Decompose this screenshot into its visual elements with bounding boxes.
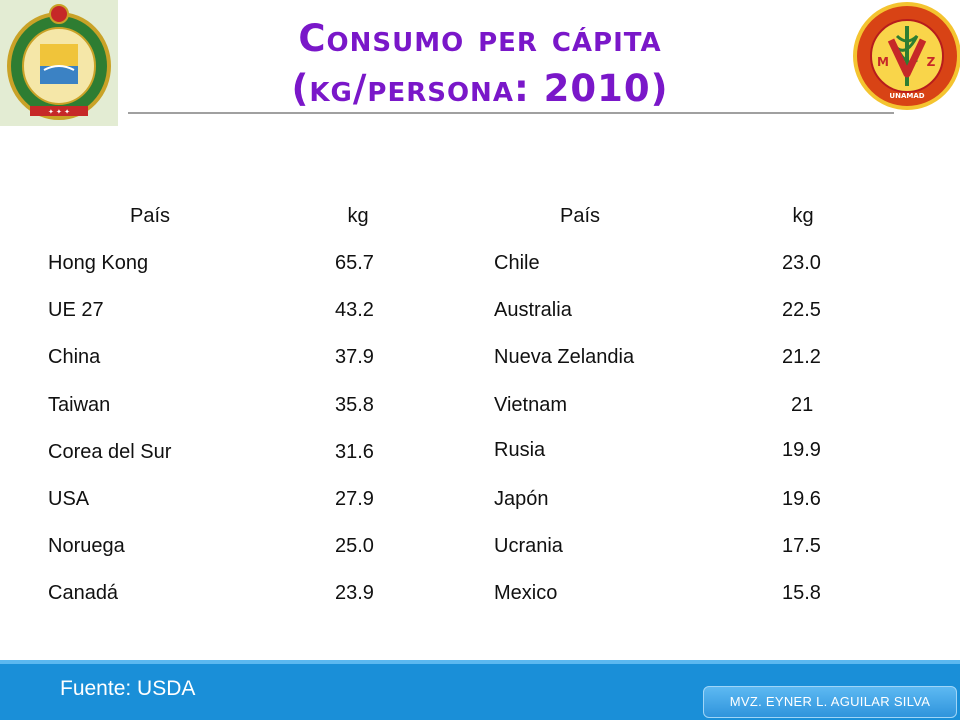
- row-kg-left: 27.9: [335, 488, 374, 510]
- row-country-right: Ucrania: [494, 535, 563, 557]
- svg-text:UNAMAD: UNAMAD: [889, 92, 924, 100]
- row-country-left: Corea del Sur: [48, 441, 172, 463]
- mvz-faculty-seal-logo: M Z UNAMAD: [851, 0, 960, 112]
- row-country-left: Taiwan: [48, 394, 111, 416]
- row-country-left: Hong Kong: [48, 252, 149, 274]
- row-country-right: Nueva Zelandia: [494, 346, 635, 368]
- author-name: MVZ. EYNER L. AGUILAR SILVA: [729, 694, 931, 709]
- header-kg-right: kg: [792, 205, 814, 227]
- row-kg-right: 17.5: [782, 535, 821, 557]
- title-line-1: Consumo per cápita: [298, 17, 662, 60]
- svg-text:✦ ✦ ✦: ✦ ✦ ✦: [48, 108, 70, 116]
- row-kg-left: 65.7: [335, 252, 374, 274]
- row-kg-right: 23.0: [782, 252, 821, 274]
- svg-text:Z: Z: [927, 55, 936, 69]
- row-country-left: USA: [48, 488, 90, 510]
- consumption-table: País kg País kg Hong Kong 65.7 Chile 23.…: [48, 205, 821, 604]
- row-country-left: Noruega: [48, 535, 125, 557]
- row-country-right: Japón: [494, 488, 549, 510]
- row-country-right: Rusia: [494, 439, 546, 461]
- row-kg-left: 35.8: [335, 394, 374, 416]
- row-country-left: UE 27: [48, 299, 104, 321]
- header-country-left: País: [129, 205, 171, 227]
- row-kg-left: 43.2: [335, 299, 374, 321]
- row-country-right: Australia: [494, 299, 572, 321]
- svg-text:M: M: [877, 55, 889, 69]
- row-country-right: Mexico: [494, 582, 558, 604]
- row-kg-right: 21.2: [782, 346, 821, 368]
- author-badge: MVZ. EYNER L. AGUILAR SILVA: [703, 686, 957, 718]
- footer-accent-strip: [0, 660, 960, 664]
- row-kg-left: 31.6: [335, 441, 374, 463]
- title-line-2: (kg/persona: 2010): [291, 67, 669, 110]
- header-country-right: País: [559, 205, 601, 227]
- row-kg-right: 21: [791, 394, 814, 416]
- row-country-right: Vietnam: [494, 394, 568, 416]
- university-seal-logo: ✦ ✦ ✦: [0, 0, 118, 126]
- row-kg-left: 25.0: [335, 535, 374, 557]
- row-kg-right: 19.9: [782, 439, 821, 461]
- source-note: Fuente: USDA: [60, 677, 196, 700]
- row-kg-right: 19.6: [782, 488, 821, 510]
- row-kg-right: 15.8: [782, 582, 821, 604]
- title-divider: [128, 112, 894, 114]
- row-kg-left: 23.9: [335, 582, 374, 604]
- row-country-right: Chile: [494, 252, 540, 274]
- header-kg-left: kg: [347, 205, 369, 227]
- row-kg-left: 37.9: [335, 346, 374, 368]
- row-kg-right: 22.5: [782, 299, 821, 321]
- row-country-left: China: [48, 346, 101, 368]
- row-country-left: Canadá: [48, 582, 119, 604]
- slide-title: Consumo per cápita (kg/persona: 2010): [130, 14, 830, 114]
